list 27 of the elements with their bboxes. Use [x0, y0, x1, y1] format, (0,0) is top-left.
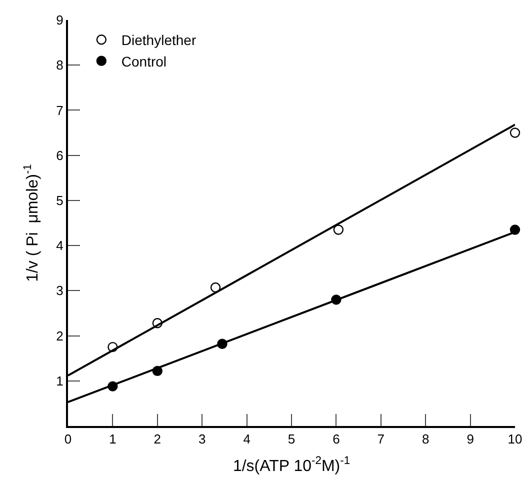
y-tick-label: 1	[56, 373, 64, 388]
point	[510, 128, 520, 138]
legend-label: Diethylether	[121, 32, 196, 48]
x-tick-label: 10	[508, 432, 522, 447]
point	[510, 224, 520, 235]
legend-label: Control	[121, 53, 167, 70]
x-tick-label: 8	[422, 432, 430, 447]
x-tick-label: 1	[109, 432, 116, 447]
y-tick-label: 3	[56, 283, 64, 298]
y-tick-label: 6	[56, 148, 64, 163]
y-tick-label: 5	[56, 192, 64, 208]
point	[210, 282, 221, 293]
x-tick-label: 9	[466, 432, 474, 447]
y-tick-label: 8	[56, 58, 64, 73]
y-tick-label: 4	[56, 238, 64, 254]
x-axis-title: 1/s(ATP 10$^{-2}$M)$^{-1}$	[232, 455, 350, 475]
y-tick-label: 9	[56, 12, 64, 28]
point	[333, 224, 344, 235]
x-tick-label: 2	[154, 432, 162, 447]
y-tick-label: 7	[56, 102, 64, 118]
x-tick-label: 7	[377, 432, 385, 447]
y-tick-label: 2	[56, 328, 64, 344]
x-tick-label: 0	[64, 432, 72, 447]
x-tick-label: 3	[198, 432, 206, 447]
x-tick-label: 5	[288, 432, 296, 447]
x-tick-label: 4	[243, 432, 250, 447]
x-tick-label: 6	[332, 432, 340, 447]
